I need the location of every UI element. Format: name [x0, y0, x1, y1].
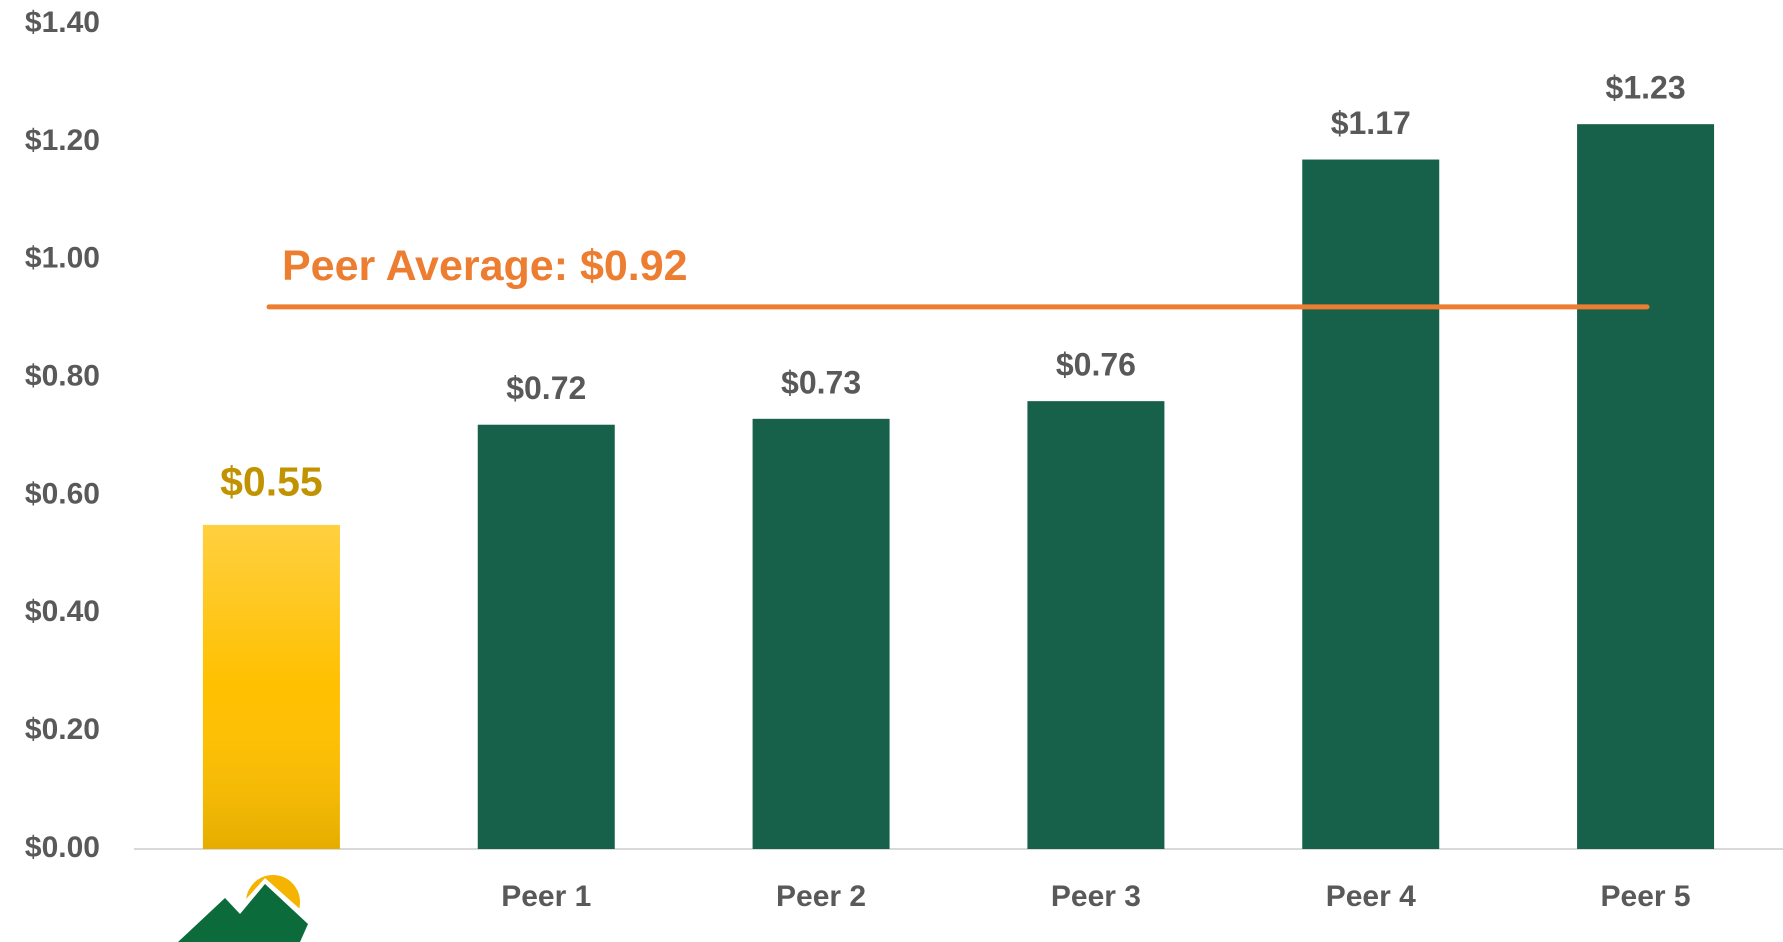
reference-label: Peer Average: $0.92: [282, 242, 688, 290]
y-tick-label: $1.20: [25, 124, 100, 157]
y-tick-label: $1.00: [25, 242, 100, 275]
x-tick-label: Peer 5: [1601, 880, 1691, 913]
y-tick-label: $0.80: [25, 359, 100, 392]
y-tick-label: $0.40: [25, 595, 100, 628]
x-tick-label: Peer 3: [1051, 880, 1141, 913]
x-tick-label: Peer 2: [776, 880, 866, 913]
bar: [1577, 124, 1715, 849]
x-tick-label: Peer 4: [1326, 880, 1416, 913]
logo-snow: [175, 878, 310, 942]
y-tick-label: $0.20: [25, 713, 100, 746]
bar: [752, 418, 890, 849]
bar-shading: [202, 524, 340, 849]
value-label: $0.55: [220, 459, 323, 505]
value-label: $0.72: [506, 370, 586, 406]
value-label: $1.17: [1331, 105, 1411, 141]
x-tick-label: Peer 1: [501, 880, 591, 913]
bar: [1302, 159, 1440, 850]
logo: [175, 875, 310, 942]
y-tick-label: $0.60: [25, 477, 100, 510]
y-tick-label: $1.40: [25, 6, 100, 39]
bar: [477, 424, 615, 849]
value-label: $1.23: [1606, 70, 1686, 106]
bar: [1027, 401, 1165, 849]
y-tick-label: $0.00: [25, 831, 100, 864]
value-label: $0.73: [781, 364, 861, 400]
logo-mountain: [178, 884, 308, 942]
value-label: $0.76: [1056, 347, 1136, 383]
